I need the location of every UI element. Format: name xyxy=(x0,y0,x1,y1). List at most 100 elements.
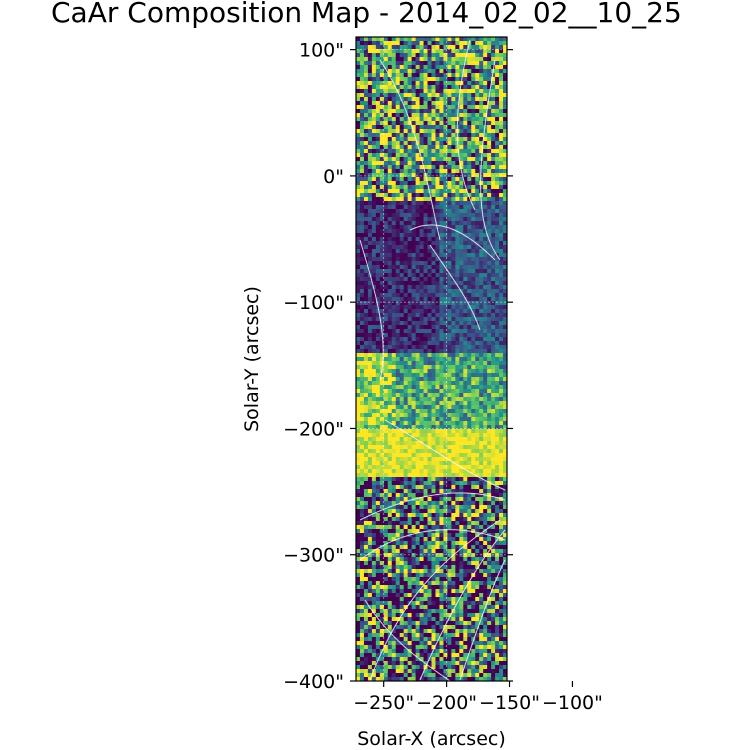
heatmap-cell xyxy=(483,357,488,362)
heatmap-cell xyxy=(495,221,500,226)
heatmap-cell xyxy=(459,181,464,186)
heatmap-cell xyxy=(391,101,397,106)
heatmap-cell xyxy=(463,169,468,174)
heatmap-cell xyxy=(499,317,504,322)
heatmap-cell xyxy=(379,373,385,378)
heatmap-cell xyxy=(371,353,377,358)
heatmap-cell xyxy=(371,253,377,258)
heatmap-cell xyxy=(455,413,460,418)
heatmap-cell xyxy=(487,365,492,370)
heatmap-cell xyxy=(407,277,413,282)
heatmap-cell xyxy=(383,557,389,562)
heatmap-cell xyxy=(359,405,365,410)
heatmap-cell xyxy=(387,213,393,218)
heatmap-cell xyxy=(359,105,365,110)
heatmap-cell xyxy=(495,249,500,254)
heatmap-cell xyxy=(431,349,436,354)
heatmap-cell xyxy=(479,173,484,178)
heatmap-cell xyxy=(427,261,432,266)
heatmap-cell xyxy=(447,113,452,118)
heatmap-cell xyxy=(439,477,444,482)
heatmap-cell xyxy=(419,329,424,334)
heatmap-cell xyxy=(403,377,409,382)
heatmap-cell xyxy=(443,325,448,330)
heatmap-cell xyxy=(375,389,381,394)
heatmap-cell xyxy=(503,109,508,114)
heatmap-cell xyxy=(467,281,472,286)
heatmap-cell xyxy=(491,349,496,354)
heatmap-cell xyxy=(503,309,508,314)
heatmap-cell xyxy=(463,77,468,82)
heatmap-cell xyxy=(467,369,472,374)
heatmap-cell xyxy=(435,421,440,426)
heatmap-cell xyxy=(363,89,369,94)
heatmap-cell xyxy=(407,57,413,62)
heatmap-cell xyxy=(387,301,393,306)
heatmap-cell xyxy=(399,389,405,394)
heatmap-cell xyxy=(391,109,397,114)
heatmap-cell xyxy=(435,517,440,522)
heatmap-cell xyxy=(483,329,488,334)
heatmap-cell xyxy=(495,489,500,494)
heatmap-cell xyxy=(439,449,444,454)
heatmap-cell xyxy=(439,53,444,58)
heatmap-cell xyxy=(399,481,405,486)
heatmap-cell xyxy=(439,345,444,350)
heatmap-cell xyxy=(383,73,389,78)
heatmap-cell xyxy=(356,537,361,542)
heatmap-cell xyxy=(411,353,416,358)
heatmap-cell xyxy=(375,425,381,430)
heatmap-cell xyxy=(391,557,397,562)
heatmap-cell xyxy=(431,457,436,462)
heatmap-cell xyxy=(495,269,500,274)
heatmap-cell xyxy=(419,117,424,122)
heatmap-cell xyxy=(475,141,480,146)
heatmap-cell xyxy=(435,157,440,162)
heatmap-cell xyxy=(379,389,385,394)
heatmap-cell xyxy=(451,417,456,422)
heatmap-cell xyxy=(495,389,500,394)
heatmap-cell xyxy=(487,121,492,126)
heatmap-cell xyxy=(499,545,504,550)
heatmap-cell xyxy=(455,221,460,226)
heatmap-cell xyxy=(379,109,385,114)
heatmap-cell xyxy=(423,313,428,318)
heatmap-cell xyxy=(395,81,401,86)
heatmap-cell xyxy=(467,421,472,426)
heatmap-cell xyxy=(415,333,420,338)
heatmap-cell xyxy=(475,301,480,306)
heatmap-cell xyxy=(431,525,436,530)
heatmap-cell xyxy=(371,125,377,130)
heatmap-cell xyxy=(475,505,480,510)
heatmap-cell xyxy=(487,221,492,226)
heatmap-cell xyxy=(419,553,424,558)
heatmap-cell xyxy=(431,93,436,98)
heatmap-cell xyxy=(479,185,484,190)
heatmap-cell xyxy=(443,373,448,378)
heatmap-cell xyxy=(379,521,385,526)
heatmap-cell xyxy=(455,225,460,230)
heatmap-cell xyxy=(363,69,369,74)
heatmap-cell xyxy=(387,481,393,486)
heatmap-cell xyxy=(399,321,405,326)
heatmap-cell xyxy=(391,93,397,98)
heatmap-cell xyxy=(356,277,361,282)
heatmap-cell xyxy=(503,521,508,526)
heatmap-cell xyxy=(451,77,456,82)
heatmap-cell xyxy=(399,305,405,310)
heatmap-cell xyxy=(375,373,381,378)
heatmap-cell xyxy=(451,137,456,142)
heatmap-cell xyxy=(423,177,428,182)
heatmap-cell xyxy=(387,333,393,338)
heatmap-cell xyxy=(491,373,496,378)
heatmap-cell xyxy=(503,473,508,478)
heatmap-cell xyxy=(387,389,393,394)
heatmap-cell xyxy=(443,381,448,386)
heatmap-cell xyxy=(483,197,488,202)
heatmap-cell xyxy=(491,97,496,102)
heatmap-cell xyxy=(371,521,377,526)
heatmap-cell xyxy=(415,557,420,562)
heatmap-cell xyxy=(459,429,464,434)
heatmap-cell xyxy=(383,57,389,62)
heatmap-cell xyxy=(479,57,484,62)
